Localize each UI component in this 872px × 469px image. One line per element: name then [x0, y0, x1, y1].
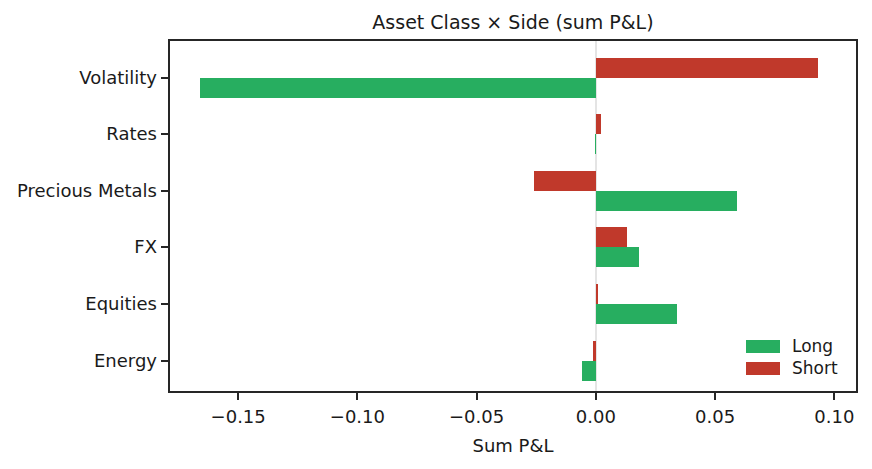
x-tick-label-2: −0.05 [435, 406, 519, 427]
legend-label-long: Long [792, 340, 833, 353]
x-tick-mark-2 [476, 393, 478, 400]
x-tick-label-3: 0.00 [554, 406, 638, 427]
bar-short-energy [593, 341, 595, 361]
bar-long-volatility [200, 78, 596, 98]
bar-long-equities [596, 304, 677, 324]
bar-short-precious-metals [534, 171, 596, 191]
legend-swatch-short [746, 362, 780, 375]
bar-long-rates [595, 134, 596, 154]
y-tick-label-equities: Equities [0, 293, 157, 315]
y-tick-label-rates: Rates [0, 123, 157, 145]
y-tick-mark-equities [161, 303, 168, 305]
x-tick-mark-3 [595, 393, 597, 400]
y-tick-label-volatility: Volatility [0, 67, 157, 89]
x-tick-mark-0 [237, 393, 239, 400]
x-tick-label-5: 0.10 [792, 406, 872, 427]
bar-long-fx [596, 247, 639, 267]
y-tick-mark-rates [161, 133, 168, 135]
y-tick-label-precious-metals: Precious Metals [0, 180, 157, 202]
y-tick-label-energy: Energy [0, 350, 157, 372]
legend-item-short: Short [746, 362, 838, 375]
legend-item-long: Long [746, 340, 838, 353]
legend-label-short: Short [792, 362, 838, 375]
x-tick-mark-4 [714, 393, 716, 400]
x-axis-title: Sum P&L [168, 435, 858, 456]
x-tick-label-4: 0.05 [673, 406, 757, 427]
bar-long-energy [582, 361, 596, 381]
legend-swatch-long [746, 340, 780, 353]
legend: Long Short [746, 340, 838, 375]
x-tick-label-1: −0.10 [315, 406, 399, 427]
bar-long-precious-metals [596, 191, 737, 211]
y-tick-mark-energy [161, 360, 168, 362]
y-tick-label-fx: FX [0, 236, 157, 258]
bar-short-fx [596, 227, 627, 247]
bar-short-rates [596, 114, 601, 134]
x-tick-label-0: −0.15 [196, 406, 280, 427]
chart-figure: Asset Class × Side (sum P&L) Volatility R… [0, 0, 872, 469]
x-tick-mark-5 [833, 393, 835, 400]
x-tick-mark-1 [356, 393, 358, 400]
y-tick-mark-fx [161, 246, 168, 248]
y-tick-mark-precious-metals [161, 190, 168, 192]
bar-short-volatility [596, 58, 818, 78]
y-tick-mark-volatility [161, 77, 168, 79]
chart-title: Asset Class × Side (sum P&L) [168, 11, 858, 33]
bar-short-equities [596, 284, 598, 304]
